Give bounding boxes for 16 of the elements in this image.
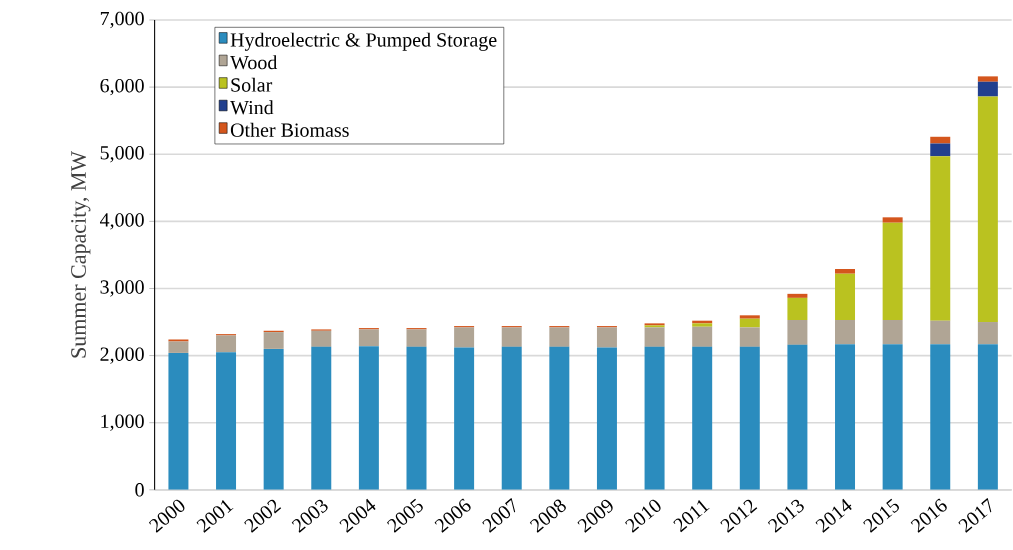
legend-label: Other Biomass bbox=[230, 122, 349, 137]
legend-label: Wind bbox=[230, 100, 274, 115]
y-tick-label: 6,000 bbox=[100, 79, 144, 96]
x-tick-label: 2001 bbox=[196, 500, 234, 533]
y-tick-label: 0 bbox=[135, 483, 144, 497]
legend-label: Solar bbox=[231, 77, 273, 92]
y-tick-label: 7,000 bbox=[100, 11, 144, 29]
x-tick-label: 2011 bbox=[673, 500, 710, 533]
legend-label: Wood bbox=[230, 55, 278, 70]
y-tick-label: 1,000 bbox=[101, 414, 144, 431]
y-axis-title: Summer Capacity, MW bbox=[71, 150, 91, 358]
y-tick-label: 4,000 bbox=[99, 213, 144, 230]
y-tick-label: 5,000 bbox=[100, 146, 144, 163]
y-tick-label: 3,000 bbox=[100, 280, 144, 297]
y-tick-label: 2,000 bbox=[100, 347, 144, 364]
legend-label: Hydroelectric & Pumped Storage bbox=[230, 32, 497, 51]
